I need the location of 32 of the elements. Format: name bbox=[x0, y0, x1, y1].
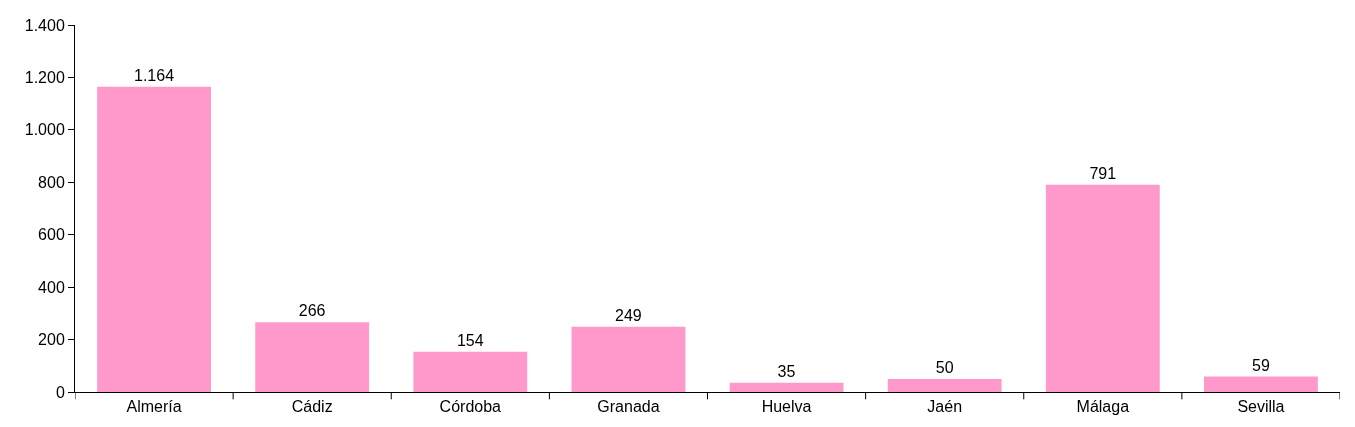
x-tick-label: Córdoba bbox=[439, 398, 502, 416]
data-label: 791 bbox=[1089, 164, 1117, 182]
bar bbox=[413, 351, 528, 392]
bar bbox=[255, 322, 370, 392]
x-tick-label: Granada bbox=[597, 398, 660, 416]
bar bbox=[887, 378, 1002, 392]
bar bbox=[1045, 184, 1160, 392]
x-tick-label: Málaga bbox=[1076, 398, 1130, 416]
bar bbox=[729, 382, 844, 392]
x-tick-label: Cádiz bbox=[291, 398, 333, 416]
data-label: 50 bbox=[935, 358, 954, 376]
y-tick-label: 200 bbox=[38, 331, 65, 349]
x-tick-label: Almería bbox=[126, 398, 182, 416]
bar bbox=[1204, 376, 1318, 392]
data-label: 249 bbox=[615, 306, 642, 324]
y-tick-label: 1.200 bbox=[24, 69, 65, 87]
bar bbox=[97, 86, 211, 392]
y-tick-label: 600 bbox=[38, 226, 65, 244]
data-label: 266 bbox=[298, 302, 326, 320]
data-label: 1.164 bbox=[133, 66, 175, 84]
x-tick-label: Huelva bbox=[761, 398, 812, 416]
y-tick-label: 400 bbox=[38, 278, 65, 296]
bar bbox=[571, 326, 686, 392]
x-tick-label: Sevilla bbox=[1237, 398, 1285, 416]
y-tick-label: 800 bbox=[38, 173, 65, 191]
data-label: 59 bbox=[1251, 356, 1270, 374]
data-label: 35 bbox=[777, 362, 796, 380]
y-tick-label: 0 bbox=[55, 383, 65, 401]
y-tick-label: 1.400 bbox=[24, 16, 65, 34]
x-tick-label: Jaén bbox=[927, 398, 963, 416]
y-tick-label: 1.000 bbox=[24, 121, 65, 139]
data-label: 154 bbox=[456, 331, 484, 349]
